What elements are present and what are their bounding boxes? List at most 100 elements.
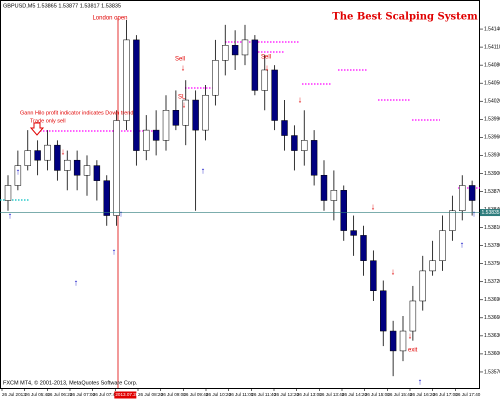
candle-body [310,140,318,176]
sell-arrow: ↓ [182,99,187,109]
buy-arrow: ↑ [74,277,79,287]
candle-body [93,165,101,181]
y-tick-label: 1.53750 [484,261,500,267]
annotation: Sell [261,55,271,61]
buy-arrow: ↑ [460,239,465,249]
candle-body [24,150,31,166]
y-tick-label: 1.53660 [484,315,500,321]
candle-body [152,129,160,141]
candle-body [202,94,209,131]
candle-body [222,45,229,61]
candle-body [261,69,268,91]
signal-arrows: ↑ ↑ ↑ ↑ ↑ ↑ ↑ ↑ ↑ ↓ ↓ ↓ ↓ ↓ ↓ ↓ ↓ [8,62,477,386]
candle-body [330,190,338,201]
x-tick-label: 26 Jul 10:20 [206,392,231,397]
x-tick-label: 26 Jul 13:00 [297,392,322,397]
x-tick-label: 26 Jul 15:40 [387,392,412,397]
candle-body [409,300,417,332]
candles [4,20,476,377]
candle-body [429,260,436,272]
chart-title: The Best Scalping System [332,12,478,23]
candle-body [271,69,278,121]
candle-body [182,99,189,126]
sell-arrow: ↓ [371,201,376,211]
candle-body [449,210,456,231]
x-tick-label: 2013.07.26 08:00 [115,392,151,397]
annotation: Gann Hilo profit indicator indicates Dow… [20,110,133,116]
candle-body [34,150,41,161]
buy-arrow: ↑ [418,376,423,386]
x-tick-label: 26 Jul 08:20 [138,392,163,397]
y-tick-label: 1.53780 [484,243,500,249]
candle-body [350,230,357,236]
annotation: Trade only sell [30,118,66,124]
candle-body [380,290,387,332]
y-tick-label: 1.54020 [484,99,500,105]
x-tick-label: 26 Jul 14:20 [342,392,367,397]
y-tick-label: 1.54050 [484,81,500,87]
x-tick-label: 26 Jul 13:40 [319,392,344,397]
trend-marker [29,122,45,136]
candle-body [162,110,170,141]
candle-body [172,110,180,126]
symbol-header: GBPUSD,M5 1.53865 1.53877 1.53817 1.5383… [3,3,121,9]
candle-body [399,330,407,352]
annotation: SL [178,95,186,101]
x-tick-label: 26 Jul 17:40 [455,392,480,397]
candle-body [123,39,130,121]
y-tick-label: 1.53930 [484,153,500,159]
candle-body [103,180,110,216]
y-tick-label: 1.53870 [484,189,500,195]
y-tick-label: 1.53900 [484,171,500,177]
candle-body [73,159,81,176]
x-tick-highlight [114,391,137,399]
candle-body [14,165,22,186]
y-tick-label: 1.54140 [484,26,500,32]
buy-arrow: ↑ [472,208,477,218]
candle-body [133,39,140,151]
candle-body [291,135,298,151]
x-tick-label: 26 Jul 05:40 [25,392,50,397]
sell-arrow: ↓ [181,62,186,72]
candle-body [192,99,199,131]
candle-body [459,185,466,211]
buy-arrow: ↑ [119,208,124,218]
candle-body [4,185,12,201]
footer: FXCM MT4, © 2001-2013, MetaQuotes Softwa… [3,379,138,386]
indicator-layer [0,41,480,201]
x-tick-label: 26 Jul 11:00 [229,392,254,397]
x-tick-label: 26 Jul 17:00 [433,392,458,397]
candle-body [301,140,308,151]
candle-body [231,45,239,56]
y-tick-label: 1.53960 [484,135,500,141]
buy-arrow: ↑ [201,165,206,175]
candle-body [320,174,328,201]
candle-body [251,39,259,91]
annotation: London open [92,16,127,22]
y-tick-label: 1.53690 [484,297,500,303]
candle-body [241,39,249,56]
y-tick-label: 1.54080 [484,62,500,68]
y-tick-label: 1.53630 [484,333,500,339]
buy-arrow: ↑ [8,210,13,220]
y-tick-label: 1.53720 [484,279,500,285]
axes: 1.53570 1.53600 1.53630 1.53660 1.53690 1.537… [0,26,500,399]
sell-arrow: ↓ [298,94,303,104]
candle-body [44,144,51,161]
candle-body [468,185,476,201]
annotation: exit [408,348,418,354]
candle-body [360,235,367,261]
x-tick-label: 26 Jul 06:20 [47,392,72,397]
candle-body [370,260,377,291]
candle-body [64,159,71,171]
candle-body [439,230,446,261]
x-tick-label: 26 Jul 09:40 [183,392,208,397]
sell-arrow: ↓ [61,146,66,156]
buy-arrow: ↑ [16,166,21,176]
x-tick-label: 26 Jul 16:20 [410,392,435,397]
candle-body [54,144,61,171]
y-tick-label: 1.53600 [484,351,500,357]
y-tick-label: 1.53990 [484,117,500,123]
sell-arrow: ↓ [391,266,396,276]
